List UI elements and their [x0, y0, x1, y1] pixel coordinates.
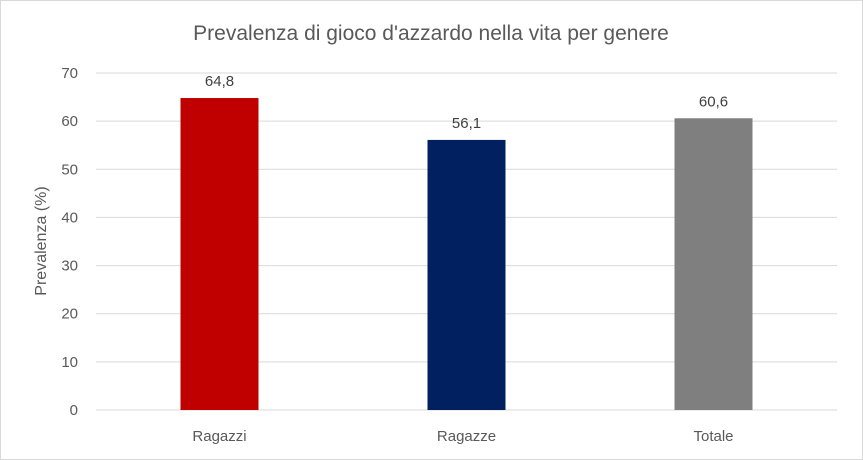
category-label: Ragazzi: [192, 428, 246, 445]
y-tick-label: 20: [61, 306, 78, 323]
y-tick-label: 70: [61, 65, 78, 82]
x-axis-categories: Ragazzi Ragazze Totale: [192, 428, 733, 445]
y-tick-label: 40: [61, 209, 78, 226]
data-label: 60,6: [699, 93, 728, 110]
data-label: 56,1: [452, 115, 481, 132]
category-label: Ragazze: [437, 428, 496, 445]
y-tick-label: 50: [61, 161, 78, 178]
y-tick-label: 0: [70, 402, 78, 419]
y-axis-label: Prevalenza (%): [33, 186, 50, 295]
bars: [180, 98, 753, 411]
bar-totale: [674, 118, 753, 411]
chart-title: Prevalenza di gioco d'azzardo nella vita…: [193, 22, 669, 45]
y-tick-label: 60: [61, 113, 78, 130]
bar-ragazzi: [180, 98, 259, 410]
category-label: Totale: [693, 428, 733, 445]
data-labels: 64,8 56,1 60,6: [205, 73, 728, 132]
bar-ragazze: [427, 139, 506, 410]
y-axis-ticks: 0 10 20 30 40 50 60 70: [61, 65, 78, 419]
y-tick-label: 30: [61, 258, 78, 275]
y-tick-label: 10: [61, 354, 78, 371]
data-label: 64,8: [205, 73, 234, 90]
